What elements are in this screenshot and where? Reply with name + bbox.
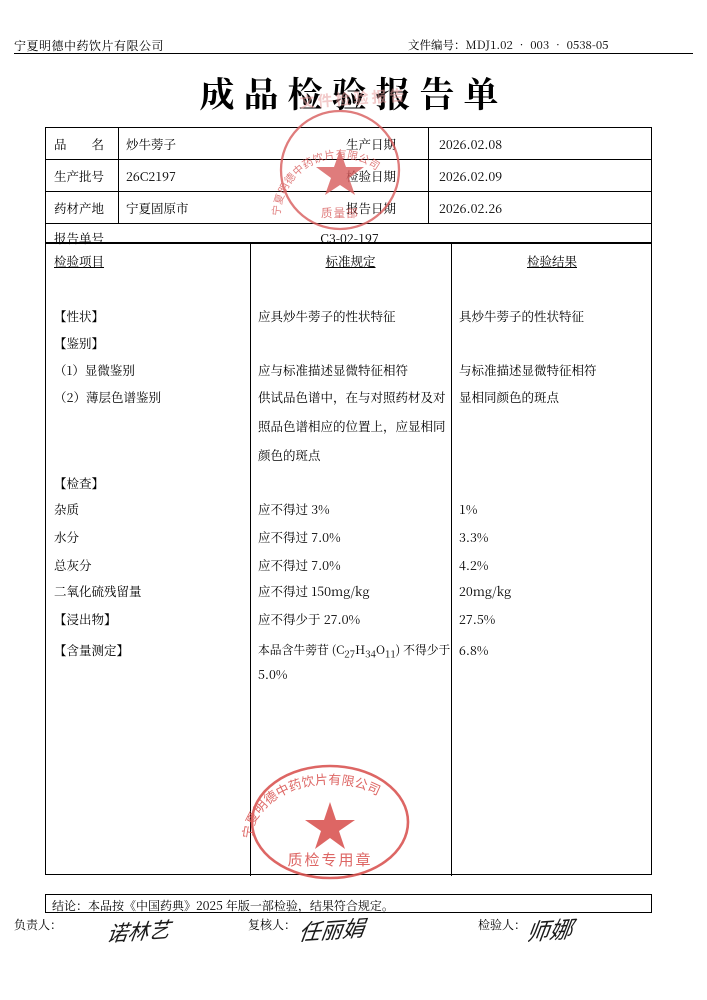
svg-text:诺林艺: 诺林艺 <box>108 913 175 949</box>
svg-text:质检专用章: 质检专用章 <box>287 849 372 870</box>
svg-text:质量部: 质量部 <box>321 205 359 221</box>
svg-text:宁夏明德中药饮片有限公司: 宁夏明德中药饮片有限公司 <box>237 769 385 840</box>
svg-text:任丽娟: 任丽娟 <box>300 911 370 948</box>
svg-text:师娜: 师娜 <box>528 910 579 948</box>
